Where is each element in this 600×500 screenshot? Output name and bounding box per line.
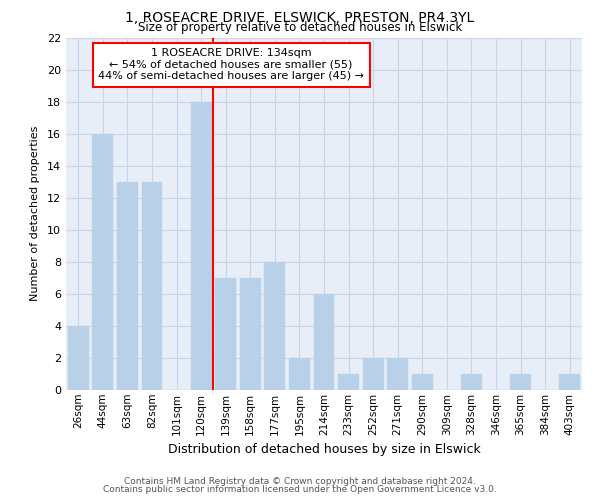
Text: Contains HM Land Registry data © Crown copyright and database right 2024.: Contains HM Land Registry data © Crown c… (124, 477, 476, 486)
Bar (240, 278, 261, 390)
Bar (362, 358, 383, 390)
Bar (289, 358, 310, 390)
Y-axis label: Number of detached properties: Number of detached properties (30, 126, 40, 302)
Bar (461, 374, 482, 390)
Bar (387, 358, 408, 390)
Bar (68, 326, 89, 390)
Bar (510, 374, 531, 390)
Bar (559, 374, 580, 390)
Bar (92, 134, 113, 390)
Bar (314, 294, 334, 390)
Bar (215, 278, 236, 390)
Bar (265, 262, 286, 390)
Text: 1, ROSEACRE DRIVE, ELSWICK, PRESTON, PR4 3YL: 1, ROSEACRE DRIVE, ELSWICK, PRESTON, PR4… (125, 11, 475, 25)
Text: Size of property relative to detached houses in Elswick: Size of property relative to detached ho… (138, 22, 462, 35)
Bar (191, 102, 212, 390)
Bar (412, 374, 433, 390)
Bar (338, 374, 359, 390)
Bar (142, 182, 163, 390)
X-axis label: Distribution of detached houses by size in Elswick: Distribution of detached houses by size … (167, 443, 481, 456)
Text: Contains public sector information licensed under the Open Government Licence v3: Contains public sector information licen… (103, 485, 497, 494)
Bar (117, 182, 138, 390)
Text: 1 ROSEACRE DRIVE: 134sqm
← 54% of detached houses are smaller (55)
44% of semi-d: 1 ROSEACRE DRIVE: 134sqm ← 54% of detach… (98, 48, 364, 82)
